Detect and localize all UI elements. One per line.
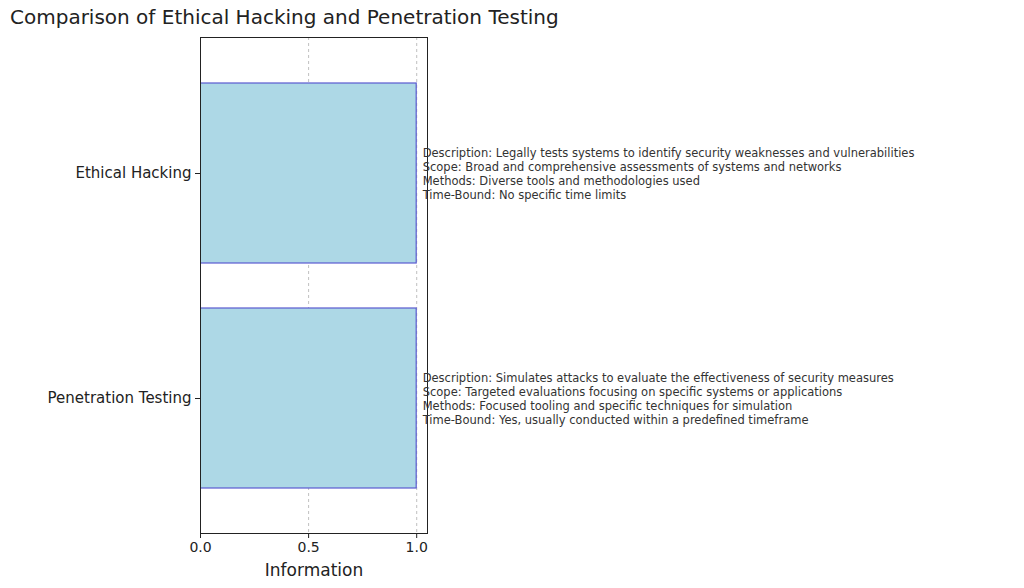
svg-text:Description: Legally tests sys: Description: Legally tests systems to id… bbox=[422, 146, 915, 201]
svg-text:Information: Information bbox=[265, 560, 363, 580]
svg-text:1.0: 1.0 bbox=[406, 539, 428, 555]
svg-text:Penetration Testing: Penetration Testing bbox=[48, 389, 192, 407]
svg-text:0.5: 0.5 bbox=[297, 539, 319, 555]
svg-text:0.0: 0.0 bbox=[189, 539, 211, 555]
svg-text:Ethical Hacking: Ethical Hacking bbox=[75, 164, 191, 182]
svg-text:Description: Simulates attacks: Description: Simulates attacks to evalua… bbox=[422, 371, 894, 426]
